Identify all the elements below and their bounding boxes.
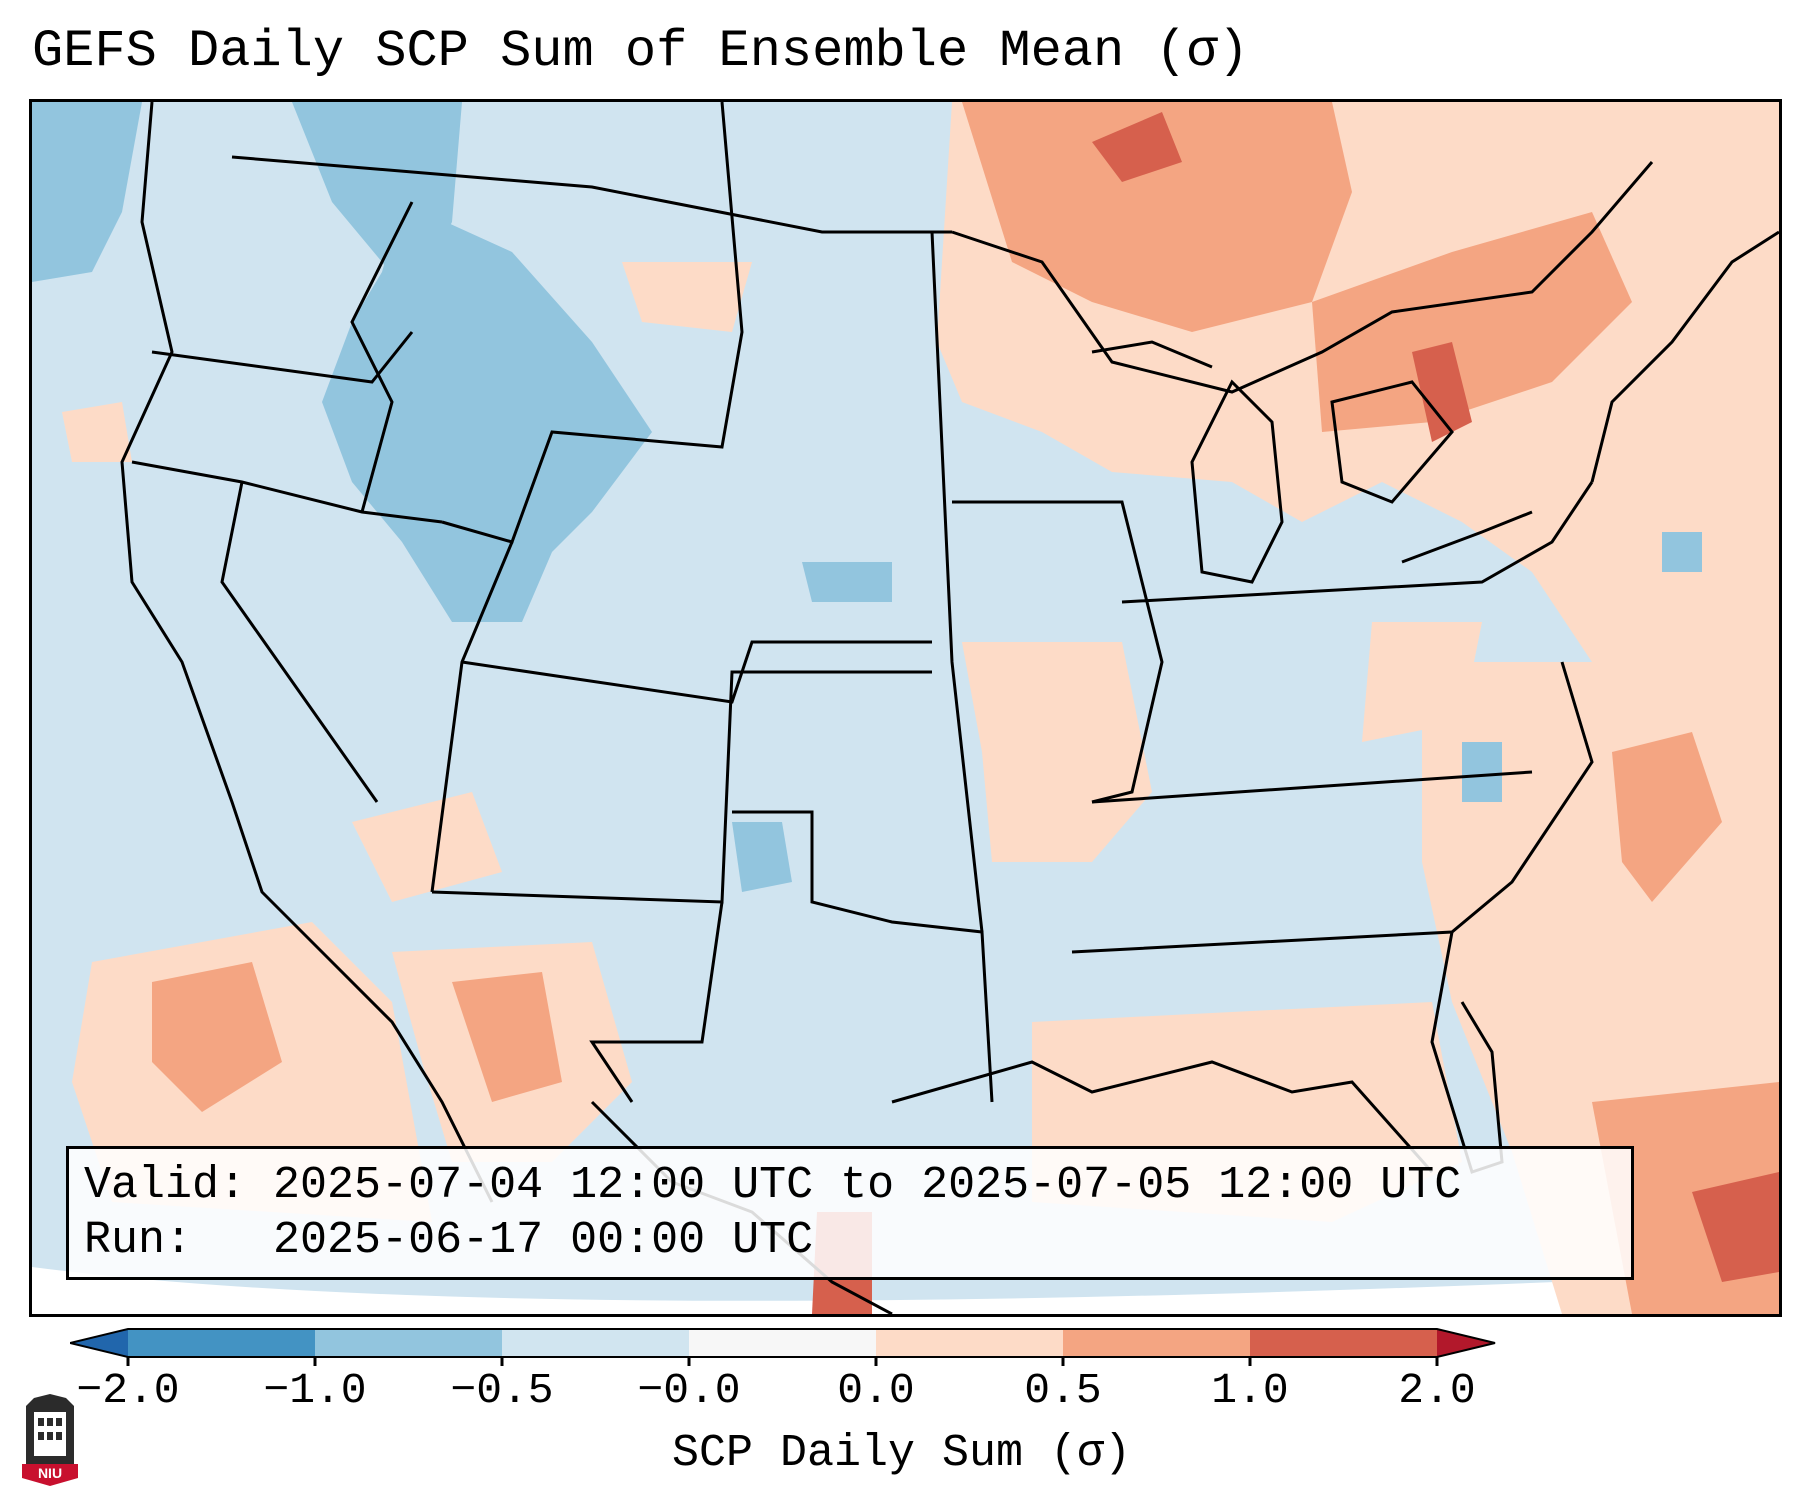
mexico-mid-area xyxy=(452,972,562,1102)
tennessee-line xyxy=(1091,770,1533,804)
run-label: Run: xyxy=(84,1215,193,1266)
lake-michigan-line xyxy=(1190,379,1284,584)
colorbar-tick-label: −2.0 xyxy=(76,1366,180,1415)
colorbar-label: SCP Daily Sum (σ) xyxy=(671,1428,1132,1479)
colorbar-bin xyxy=(502,1329,690,1357)
colorbar-tick-label: −0.0 xyxy=(637,1366,741,1415)
lake-erie-line xyxy=(1401,510,1533,564)
colorbar-bin xyxy=(1250,1329,1438,1357)
run-value: 2025-06-17 00:00 UTC xyxy=(273,1215,814,1266)
logo-text: NIU xyxy=(38,1465,62,1481)
plains-line xyxy=(930,231,984,933)
caribbean-core-area xyxy=(1692,1172,1779,1282)
niu-logo: NIU xyxy=(22,1394,78,1486)
valid-run-box: Valid: 2025-07-04 12:00 UTC to 2025-07-0… xyxy=(66,1146,1634,1280)
pacific-mexico-mid-area xyxy=(152,962,282,1112)
great-lakes-border-line xyxy=(951,161,1654,394)
missouri-positive-area xyxy=(962,642,1152,862)
colorbar-bin xyxy=(1063,1329,1251,1357)
colorbar-tick-label: 2.0 xyxy=(1398,1366,1476,1415)
map-title: GEFS Daily SCP Sum of Ensemble Mean (σ) xyxy=(32,22,1249,81)
colorbar-bin xyxy=(876,1329,1064,1357)
oklahoma-line xyxy=(732,810,994,1103)
idaho-wyoming-negative-area xyxy=(322,202,652,622)
gulf-coast-line xyxy=(891,1060,1434,1173)
lake-superior-line xyxy=(1091,340,1213,369)
oregon-south-line xyxy=(131,460,443,524)
atlantic-negative-area xyxy=(1662,532,1702,572)
iowa-missouri-line xyxy=(952,500,1164,804)
valid-value: 2025-07-04 12:00 UTC to 2025-07-05 12:00… xyxy=(273,1160,1462,1211)
wyoming-line xyxy=(441,102,744,544)
colorbar-tick-label: −1.0 xyxy=(263,1366,367,1415)
nevada-west-line xyxy=(220,481,379,803)
colorbar-tick-label: −0.5 xyxy=(450,1366,554,1415)
southeast-coast-line xyxy=(1071,661,1594,954)
pacific-negative-area xyxy=(32,102,142,282)
ontario-positive-area xyxy=(962,102,1352,332)
montana-positive-area xyxy=(622,262,752,332)
colorbar-tick-label: 1.0 xyxy=(1211,1366,1289,1415)
arizona-positive-area xyxy=(352,792,502,902)
west-coast-line xyxy=(120,102,494,1203)
new-england-line xyxy=(1590,230,1779,483)
map-canvas xyxy=(32,102,1779,1314)
colorbar-extend-low xyxy=(70,1329,128,1357)
colorbar-bin xyxy=(128,1329,316,1357)
pacific-nw-positive-area xyxy=(62,402,132,462)
canada-border-line xyxy=(231,155,952,234)
atlantic-mid-area xyxy=(1612,732,1722,902)
oregon-north-line xyxy=(151,331,414,384)
colorbar-bin xyxy=(689,1329,877,1357)
colorbar-extend-high xyxy=(1437,1329,1495,1357)
ohio-line xyxy=(1121,481,1594,604)
colorbar xyxy=(70,1328,1496,1366)
colorado-south-line xyxy=(431,670,932,904)
quebec-positive-area xyxy=(1312,212,1632,432)
quebec-core-area xyxy=(1412,342,1472,442)
colorbar-tick-label: 0.0 xyxy=(837,1366,915,1415)
ontario-core-area xyxy=(1092,112,1182,182)
carolina-negative-area xyxy=(1462,742,1502,802)
nebraska-negative-area xyxy=(802,562,892,602)
positive-anomaly-areas xyxy=(62,102,1779,1314)
new-mexico-line xyxy=(589,901,724,1103)
idaho-west-line xyxy=(350,201,414,513)
colorbar-tick-label: 0.5 xyxy=(1024,1366,1102,1415)
lake-huron-line xyxy=(1330,380,1454,504)
projection-edge xyxy=(32,1267,1779,1314)
map-panel xyxy=(29,99,1782,1317)
valid-label: Valid: xyxy=(84,1160,247,1211)
colorbar-bin xyxy=(315,1329,503,1357)
texas-negative-area xyxy=(732,822,792,892)
